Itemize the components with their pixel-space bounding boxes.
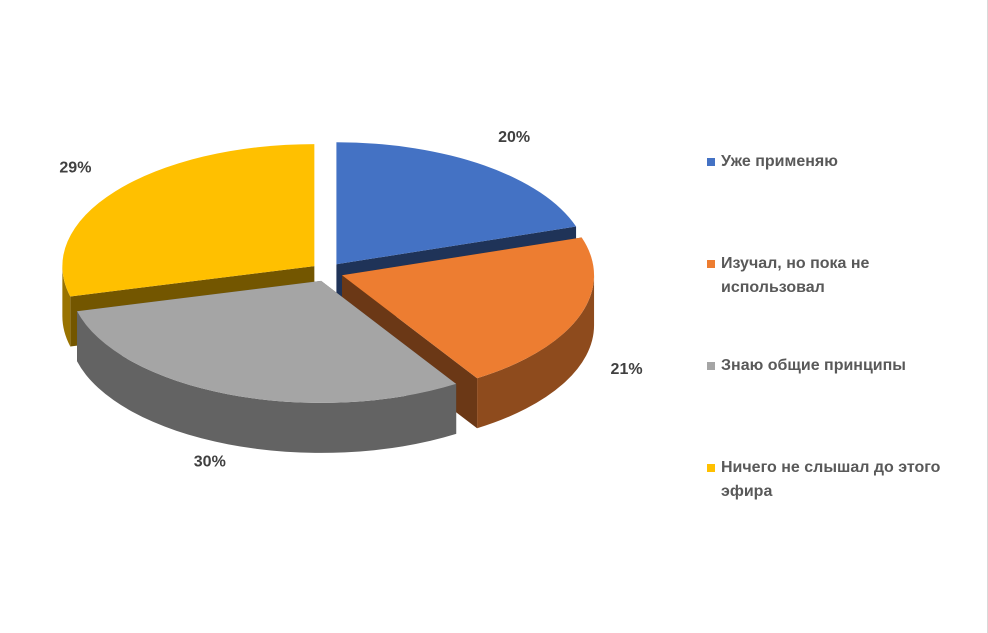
legend-item: Уже применяю (707, 150, 967, 252)
slice-top (336, 142, 577, 265)
slice-top (342, 237, 595, 379)
legend-label: Уже применяю (721, 153, 838, 170)
legend-swatch (707, 464, 715, 472)
slice-top (62, 144, 315, 297)
data-label: 30% (194, 453, 226, 470)
slice-top (77, 280, 457, 403)
data-label: 29% (59, 160, 91, 177)
legend-swatch (707, 260, 715, 268)
legend-label: Ничего не слышал до этого эфира (721, 459, 941, 500)
legend-label: Изучал, но пока не использовал (721, 255, 870, 296)
legend-swatch (707, 362, 715, 370)
slice-wall (477, 275, 595, 429)
legend: Уже применяю Изучал, но пока не использов… (707, 150, 967, 558)
legend-label: Знаю общие принципы (721, 357, 906, 374)
slice (77, 280, 457, 453)
legend-item: Изучал, но пока не использовал (707, 252, 967, 354)
legend-swatch (707, 158, 715, 166)
data-label: 21% (611, 361, 643, 378)
data-label: 20% (498, 129, 530, 146)
legend-item: Ничего не слышал до этого эфира (707, 456, 967, 558)
slice-wall (62, 266, 71, 347)
slice-wall (77, 311, 457, 453)
legend-item: Знаю общие принципы (707, 354, 967, 456)
